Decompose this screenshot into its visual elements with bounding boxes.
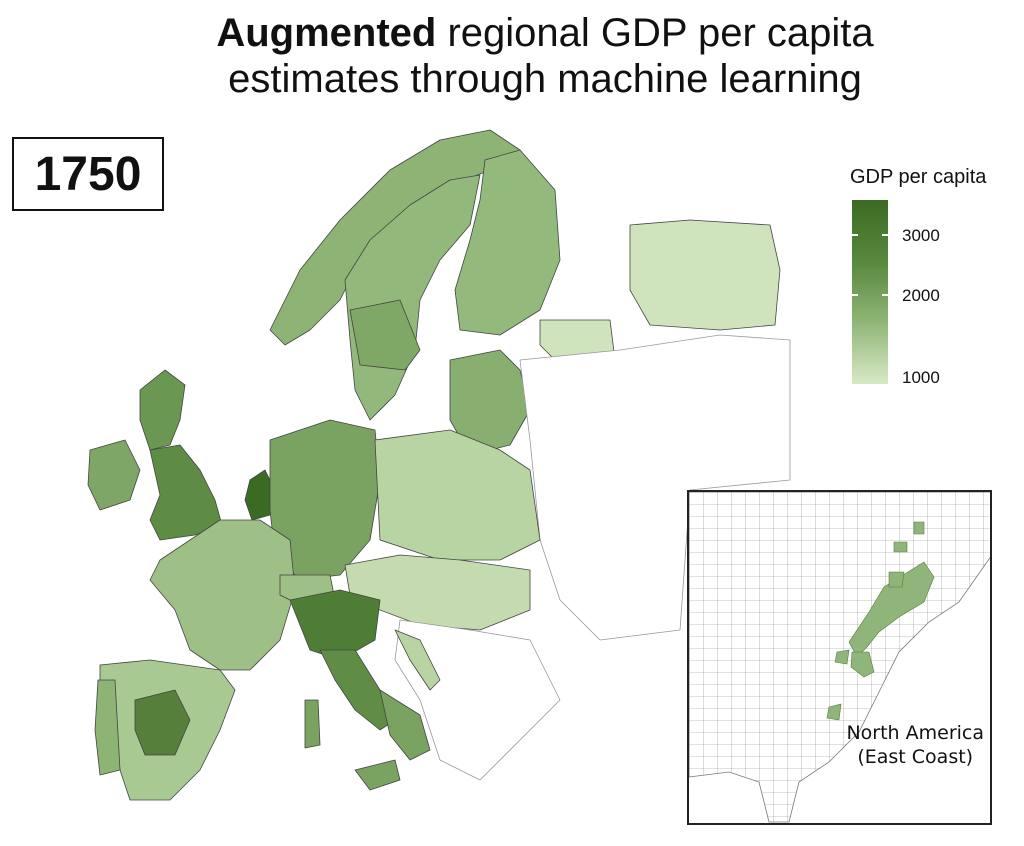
title-line2: estimates through machine learning xyxy=(228,57,862,101)
title-bold: Augmented xyxy=(216,11,437,55)
region-sicily xyxy=(354,759,401,791)
region-poland xyxy=(374,429,541,561)
region-south-italy xyxy=(379,689,431,761)
region-france xyxy=(149,519,296,671)
region-balkans xyxy=(394,619,561,781)
region-netherlands xyxy=(244,469,276,521)
region-sweden-central xyxy=(349,299,421,371)
region-russia-north xyxy=(629,219,781,331)
region-scotland xyxy=(139,369,186,451)
legend-tick-1000: 1000 xyxy=(902,368,940,387)
legend-tick-2000: 2000 xyxy=(902,286,940,305)
inset-label: North America (East Coast) xyxy=(846,721,984,769)
region-north-italy xyxy=(289,589,381,661)
region-eastern-europe xyxy=(519,334,791,641)
legend-colorbar xyxy=(852,200,888,384)
region-madrid xyxy=(134,689,191,756)
region-central-italy xyxy=(319,649,396,731)
north-america-inset: North America (East Coast) xyxy=(687,490,992,825)
legend-title: GDP per capita xyxy=(850,166,987,188)
inset-label-line2: (East Coast) xyxy=(857,746,974,768)
region-portugal xyxy=(94,679,121,776)
year-label: 1750 xyxy=(12,137,164,211)
north-america-map xyxy=(689,492,990,823)
legend-tick-3000: 3000 xyxy=(902,226,940,245)
title-line1: regional GDP per capita xyxy=(436,11,874,55)
inset-label-line1: North America xyxy=(846,722,984,744)
chart-title: Augmented regional GDP per capita estima… xyxy=(0,10,1024,102)
region-baltics xyxy=(449,349,531,456)
region-finland xyxy=(454,149,561,336)
region-croatia-coast xyxy=(394,629,441,691)
region-sardinia xyxy=(304,699,321,749)
color-legend: GDP per capita 3000 2000 1000 xyxy=(850,166,987,387)
region-ireland xyxy=(87,439,141,511)
